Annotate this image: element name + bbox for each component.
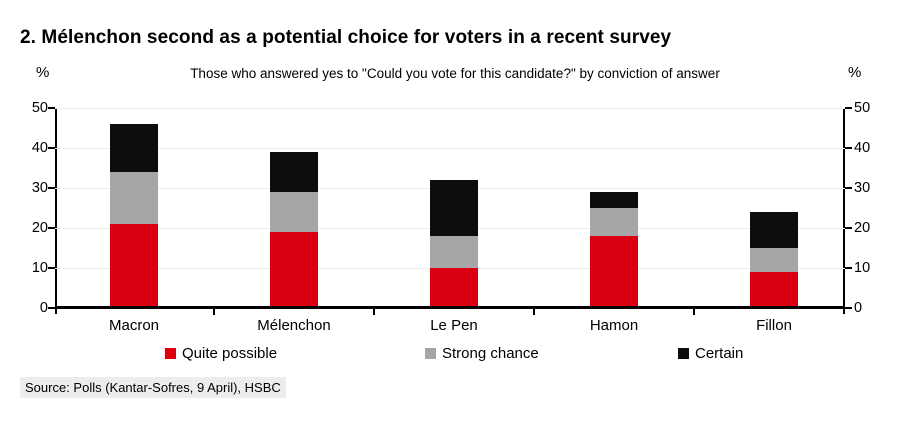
bar-segment-certain [750,212,798,248]
y-tick-right [845,107,852,109]
legend-item: Strong chance [425,344,539,362]
bar-segment-quite-possible [750,272,798,308]
x-axis-label: Le Pen [430,317,478,334]
legend-swatch-quite-possible [165,347,176,359]
x-axis-label: Macron [108,317,160,334]
bar-segment-certain [430,180,478,236]
y-tick-right [845,227,852,229]
bar-segment-strong-chance [590,208,638,236]
legend-label: Quite possible [182,344,278,362]
y-tick-label-right: 10 [854,260,871,276]
legend-item: Quite possible [165,344,277,362]
bar-segment-strong-chance [270,192,318,232]
y-axis-unit-right: % [848,64,862,81]
chart-subtitle: Those who answered yes to "Could you vot… [190,66,720,81]
y-tick-right [845,187,852,189]
y-tick-right [845,267,852,269]
legend-swatch-strong-chance [425,347,436,359]
y-tick-label-left: 20 [31,220,48,236]
x-axis-line [55,306,845,309]
legend-swatch-certain [678,347,689,359]
y-tick-label-right: 20 [854,220,871,236]
left-axis-line [55,108,57,314]
y-tick-label-right: 30 [854,180,871,196]
plot-area: 0 0 10 10 20 20 30 30 40 40 50 50 [32,100,870,316]
y-tick-label-left: 50 [31,100,48,116]
bar-segment-quite-possible [270,232,318,308]
x-axis-label: Fillon [756,317,792,334]
x-axis-labels: Macron Mélenchon Le Pen Hamon Fillon [55,317,845,337]
x-tick [533,308,535,315]
y-tick-label-left: 10 [31,260,48,276]
page-title: 2. Mélenchon second as a potential choic… [20,27,672,48]
y-tick-label-left: 30 [31,180,48,196]
y-tick-left [48,187,55,189]
y-tick-left [48,307,55,309]
x-axis-label: Mélenchon [257,317,331,334]
y-tick-right [845,307,852,309]
legend: Quite possible Strong chance Certain [0,344,910,362]
legend-item: Certain [678,344,743,362]
y-axis-unit-left: % [36,64,50,81]
y-tick-left [48,107,55,109]
source-note: Source: Polls (Kantar-Sofres, 9 April), … [20,377,286,398]
x-axis-label: Hamon [589,317,639,334]
bar-segment-quite-possible [110,224,158,308]
y-tick-left [48,147,55,149]
gridline [55,108,845,109]
y-tick-label-left: 40 [31,140,48,156]
bar-segment-quite-possible [590,236,638,308]
x-tick [693,308,695,315]
bar-segment-strong-chance [750,248,798,272]
right-axis-line [843,108,845,314]
gridline [55,148,845,149]
y-tick-left [48,267,55,269]
y-tick-right [845,147,852,149]
bar-segment-quite-possible [430,268,478,308]
bar-segment-certain [270,152,318,192]
y-tick-label-right: 0 [854,300,863,316]
bar-segment-certain [110,124,158,172]
legend-label: Strong chance [442,344,539,362]
bar-segment-strong-chance [430,236,478,268]
y-tick-label-left: 0 [39,300,48,316]
x-tick [213,308,215,315]
x-tick [373,308,375,315]
y-tick-label-right: 40 [854,140,871,156]
bar-segment-certain [590,192,638,208]
legend-label: Certain [695,344,744,362]
y-tick-label-right: 50 [854,100,871,116]
bar-segment-strong-chance [110,172,158,224]
y-tick-left [48,227,55,229]
